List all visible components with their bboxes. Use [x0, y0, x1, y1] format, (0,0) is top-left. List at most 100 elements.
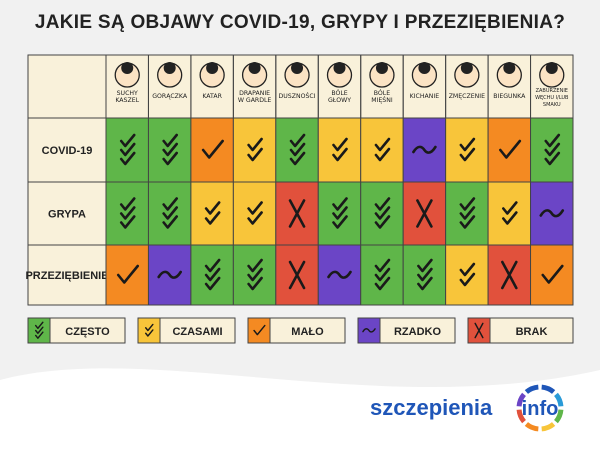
check — [374, 276, 391, 291]
legend-swatch — [357, 317, 381, 344]
check — [119, 206, 136, 220]
check — [374, 258, 391, 273]
cell-bg — [530, 117, 574, 183]
cell-bg — [445, 244, 489, 306]
check — [374, 267, 391, 282]
check — [502, 211, 518, 225]
check — [374, 147, 391, 162]
symptom-icon-hair — [333, 62, 346, 74]
check — [332, 206, 348, 220]
check — [247, 137, 263, 152]
column-label: KATAR — [202, 93, 222, 100]
cell — [317, 117, 362, 183]
row-label: PRZEZIĘBIENIE — [25, 270, 108, 282]
cross — [501, 260, 518, 290]
tilde — [412, 145, 437, 154]
check — [119, 151, 136, 166]
check — [459, 262, 476, 277]
check — [417, 276, 433, 291]
title: JAKIE SĄ OBJAWY COVID-19, GRYPY I PRZEZI… — [35, 12, 565, 33]
cell-bg — [105, 244, 149, 306]
cell-bg — [360, 181, 404, 246]
cell — [445, 181, 489, 246]
check — [374, 137, 391, 152]
cell — [487, 181, 532, 246]
cell-bg — [190, 117, 234, 183]
column-label: ZABURZENIE — [536, 88, 568, 94]
cell — [360, 117, 404, 183]
cell-bg — [530, 244, 574, 306]
cell — [530, 181, 574, 246]
check — [247, 147, 263, 162]
symptom-icon-hair — [291, 62, 304, 74]
check — [289, 133, 306, 148]
legend-label: CZĘSTO — [65, 326, 110, 338]
check — [459, 215, 476, 229]
legend-label: MAŁO — [291, 326, 324, 338]
check — [204, 201, 221, 215]
cell — [147, 244, 192, 306]
ring-segment — [516, 409, 527, 424]
legend-label: RZADKO — [394, 326, 441, 338]
ring-segment — [524, 421, 539, 432]
symptom-icon-hair — [248, 62, 261, 74]
check — [374, 215, 391, 229]
cell-bg — [105, 181, 149, 246]
row-label: COVID-19 — [42, 145, 93, 157]
cell-bg — [360, 117, 404, 183]
cross — [288, 260, 306, 290]
cell — [445, 244, 489, 306]
legend-swatch-bg — [247, 317, 271, 344]
cell-bg — [147, 117, 192, 183]
cell — [190, 181, 234, 246]
check — [332, 215, 348, 229]
check — [332, 137, 348, 152]
cell-bg — [147, 181, 192, 246]
cell — [275, 244, 319, 306]
ring-segment — [524, 384, 539, 395]
cell-bg — [275, 117, 319, 183]
cell — [105, 117, 149, 183]
cell — [487, 244, 532, 306]
check — [119, 133, 136, 148]
column-label: SMAKU — [543, 102, 561, 108]
logo-name: szczepienia — [370, 395, 493, 420]
ring-segment — [541, 384, 556, 395]
wave — [0, 368, 600, 450]
symptom-icon-hair — [375, 62, 388, 74]
logo-suffix: info — [522, 398, 559, 420]
symptom-icon-hair — [503, 62, 516, 74]
check — [544, 151, 561, 166]
row-label: GRYPA — [48, 209, 86, 221]
cell-bg — [487, 117, 532, 183]
tilde — [327, 270, 352, 279]
check — [332, 197, 348, 211]
column-label: WĘCHU I/LUB — [535, 95, 569, 101]
cell — [402, 181, 447, 246]
legend: CZĘSTO CZASAMI MAŁO RZADKO BRAK — [27, 317, 574, 344]
legend-swatch-bg — [137, 317, 161, 344]
check — [247, 211, 263, 225]
symptom-icon-hair — [206, 62, 219, 74]
column-label: W GARDLE — [238, 97, 272, 104]
cell-bg — [487, 181, 532, 246]
column-label: KASZEL — [115, 97, 139, 104]
symptom-icon-hair — [121, 62, 134, 74]
ring-segment — [553, 409, 564, 424]
check — [247, 258, 263, 273]
check — [247, 267, 263, 282]
check — [289, 142, 306, 157]
cell — [530, 117, 574, 183]
check — [119, 142, 136, 157]
cell-bg — [190, 181, 234, 246]
column-label: DUSZNOŚCI — [279, 91, 316, 100]
column-label: BIEGUNKA — [493, 93, 526, 100]
cell-bg — [105, 117, 149, 183]
legend-swatch — [27, 317, 51, 344]
check — [417, 267, 433, 282]
check — [247, 276, 263, 291]
check — [332, 147, 348, 162]
legend-swatch-bg — [27, 317, 51, 344]
cell — [275, 181, 319, 246]
